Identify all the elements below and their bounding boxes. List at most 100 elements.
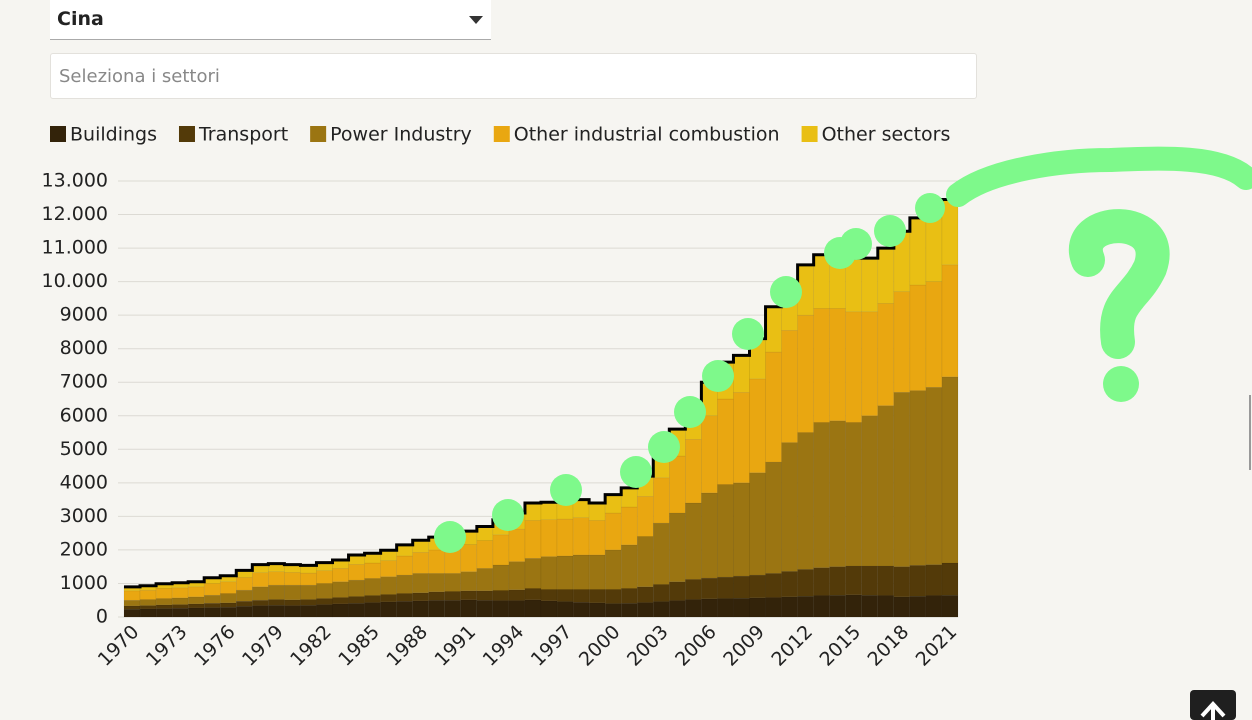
bar-segment <box>669 455 686 514</box>
bar-segment <box>236 589 253 602</box>
bar-segment <box>412 600 429 618</box>
bar-segment <box>332 603 349 618</box>
bar-segment <box>877 595 895 618</box>
bar-segment <box>717 598 734 618</box>
bar-segment <box>909 217 927 286</box>
country-value: Cina <box>57 8 104 30</box>
bar-segment <box>236 600 253 607</box>
bar-segment <box>685 502 702 580</box>
bar-segment <box>717 576 734 599</box>
bar-segment <box>428 591 446 601</box>
y-tick-label: 8000 <box>60 337 108 359</box>
bar-segment <box>797 432 814 570</box>
x-tick-label: 1973 <box>142 621 192 671</box>
bar-segment <box>556 555 574 590</box>
bar-segment <box>155 598 173 606</box>
bar-segment <box>620 506 638 546</box>
bar-segment <box>396 544 413 557</box>
bar-segment <box>845 311 863 423</box>
bar-segment <box>925 387 943 565</box>
bar-segment <box>444 599 462 618</box>
bar-segment <box>492 564 510 591</box>
bar-segment <box>300 584 317 600</box>
country-dropdown[interactable]: Cina <box>50 0 491 40</box>
bar-segment <box>556 518 574 557</box>
legend-swatch <box>310 126 327 142</box>
bar-segment <box>733 392 750 484</box>
y-tick-label: 10.000 <box>42 270 108 292</box>
bar-segment <box>508 528 526 562</box>
bar-segment <box>316 604 333 618</box>
bar-segment <box>893 566 911 598</box>
bar-segment <box>604 589 622 604</box>
bar-segment <box>364 562 381 579</box>
bar-segment <box>653 522 670 585</box>
y-tick-label: 3000 <box>60 505 108 527</box>
bar-segment <box>187 596 205 605</box>
bar-segment <box>765 306 782 353</box>
bar-segment <box>877 405 895 567</box>
highlight <box>874 215 906 247</box>
bar-segment <box>284 584 301 601</box>
bar-segment <box>540 502 558 520</box>
bar-segment <box>765 597 782 618</box>
bar-segment <box>669 600 686 618</box>
plot: Buildings Transport Power Industry Other in… <box>42 124 962 671</box>
bar-segment <box>813 254 830 309</box>
x-tick-label: 1994 <box>479 621 529 671</box>
legend-swatch <box>178 126 195 142</box>
bar-segment <box>604 494 622 514</box>
bar-segment <box>604 603 622 618</box>
legend-label: Other industrial combustion <box>514 124 780 146</box>
bar-segment <box>300 572 317 586</box>
bar-segment <box>155 588 173 599</box>
bar-segment <box>909 565 927 597</box>
bar-segment <box>813 567 830 596</box>
bar-segment <box>139 608 157 618</box>
bar-segment <box>524 558 542 589</box>
bar-segment <box>171 597 189 605</box>
bar-segment <box>733 482 750 577</box>
x-tick-label: 1976 <box>190 621 240 671</box>
bar-segment <box>412 552 429 574</box>
bar-segment <box>364 578 381 596</box>
bar-segment <box>364 602 381 618</box>
bar-segment <box>620 588 638 604</box>
bar-segment <box>396 574 413 594</box>
bar-segment <box>460 571 478 592</box>
x-tick-label: 2000 <box>575 621 625 671</box>
x-tick-label: 2003 <box>623 621 673 671</box>
total-outline <box>124 197 958 589</box>
bar-segment <box>187 586 205 598</box>
bar-segment <box>588 502 606 521</box>
bar-segment <box>572 554 590 590</box>
y-tick-label: 5000 <box>60 438 108 460</box>
sector-search[interactable]: Seleziona i settori <box>50 53 977 99</box>
bar-segment <box>733 597 750 618</box>
bar-segment <box>588 554 606 590</box>
legend-swatch <box>50 126 66 142</box>
bar-segment <box>524 520 542 559</box>
scroll-top-button[interactable] <box>1190 690 1236 720</box>
highlight <box>674 396 706 428</box>
bar-segment <box>396 555 413 576</box>
bar-segment <box>781 571 798 598</box>
bar-segment <box>877 247 895 304</box>
y-tick-label: 11.000 <box>42 237 108 259</box>
y-tick-label: 4000 <box>60 471 108 493</box>
bar-segment <box>893 291 911 393</box>
bar-segment <box>620 544 638 589</box>
highlight <box>702 360 734 392</box>
bar-segment <box>219 593 237 604</box>
question-scribble <box>1068 209 1170 359</box>
bar-segment <box>765 573 782 598</box>
bar-segment <box>492 600 510 618</box>
bar-segment <box>701 598 718 618</box>
bar-segment <box>925 564 943 596</box>
x-tick-label: 2006 <box>671 621 721 671</box>
bar-segment <box>941 376 959 564</box>
bar-segment <box>139 605 157 610</box>
x-tick-label: 2015 <box>815 621 865 671</box>
bar-segment <box>845 422 863 567</box>
